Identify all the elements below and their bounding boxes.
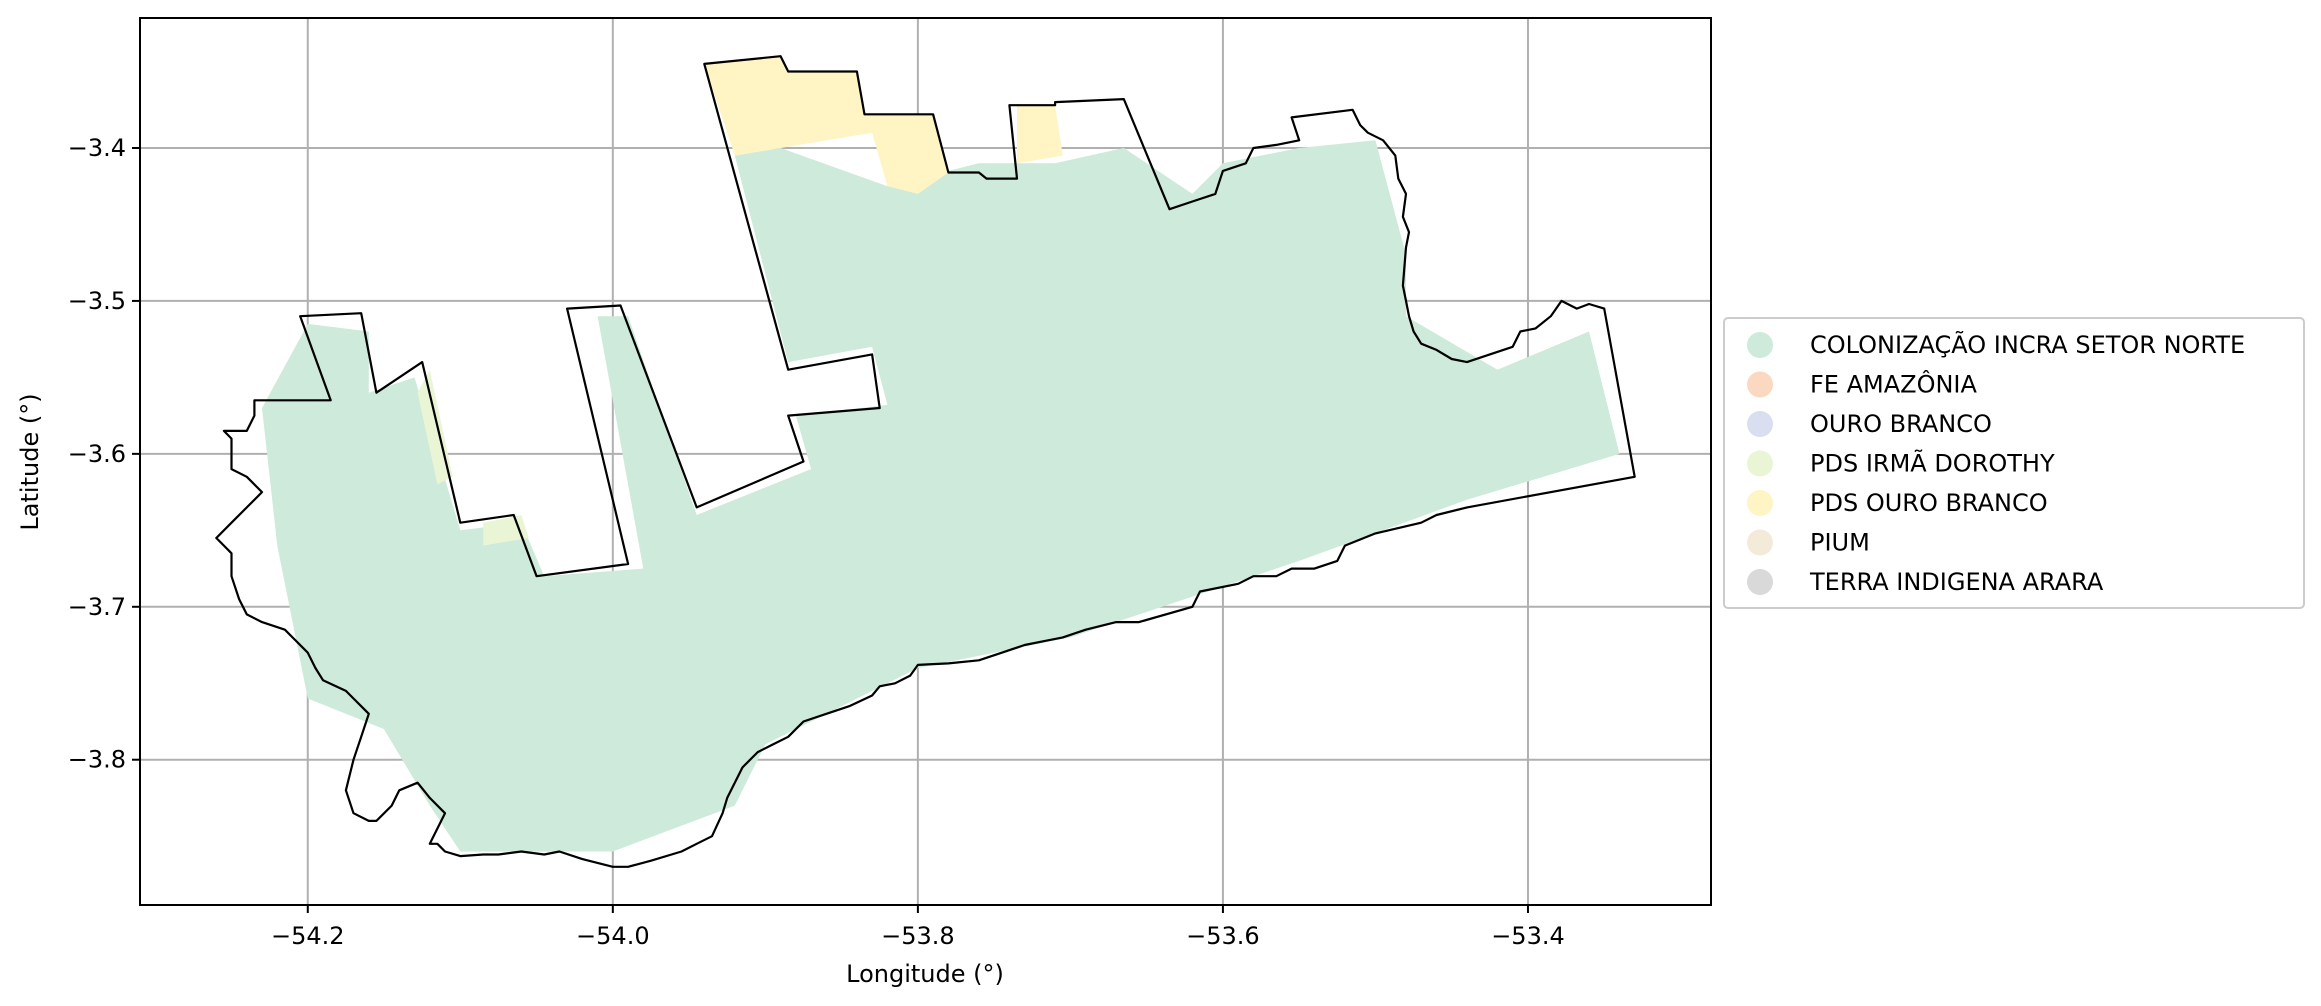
boundary-outline — [215, 55, 1636, 868]
legend-frame — [1723, 317, 2305, 609]
municipality-boundary — [215, 55, 1636, 868]
legend-swatch — [1747, 490, 1773, 516]
legend-label: PDS IRMÃ DOROTHY — [1810, 448, 2055, 478]
y-tick-label: −3.4 — [68, 134, 126, 162]
legend-label: FE AMAZÔNIA — [1810, 369, 1978, 399]
legend-swatch — [1747, 450, 1773, 477]
legend-swatch — [1747, 411, 1773, 437]
region-polygon — [262, 140, 1620, 852]
x-tick-label: −53.6 — [1186, 922, 1260, 950]
legend-swatch — [1747, 529, 1773, 556]
region-fills — [262, 56, 1620, 852]
y-tick-label: −3.6 — [68, 440, 126, 468]
y-tick-label: −3.8 — [68, 746, 126, 774]
x-tick-label: −53.4 — [1491, 922, 1565, 950]
y-tick-label: −3.7 — [68, 593, 126, 621]
legend-label: COLONIZAÇÃO INCRA SETOR NORTE — [1810, 329, 2245, 359]
x-tick-label: −53.8 — [881, 922, 955, 950]
region-polygon — [704, 56, 949, 194]
legend-swatch — [1747, 332, 1773, 358]
legend-label: TERRA INDIGENA ARARA — [1809, 568, 2104, 596]
plot-frame — [139, 17, 1712, 906]
y-ticks: −3.4 −3.5 −3.6 −3.7 −3.8 — [68, 134, 140, 774]
legend-label: OURO BRANCO — [1810, 410, 1992, 438]
x-tick-label: −54.0 — [576, 922, 650, 950]
legend-label: PDS OURO BRANCO — [1810, 489, 2048, 517]
x-axis-title: Longitude (°) — [846, 960, 1004, 988]
region-polygon — [1017, 105, 1063, 164]
legend: COLONIZAÇÃO INCRA SETOR NORTE FE AMAZÔNIA… — [1723, 317, 2305, 609]
y-tick-label: −3.5 — [68, 287, 126, 315]
legend-swatch — [1747, 569, 1773, 595]
x-ticks: −54.2 −54.0 −53.8 −53.6 −53.4 — [271, 905, 1565, 950]
legend-swatch — [1747, 371, 1773, 398]
legend-label: PIUM — [1810, 529, 1870, 557]
x-tick-label: −54.2 — [271, 922, 345, 950]
y-axis-title: Latitude (°) — [16, 393, 44, 530]
